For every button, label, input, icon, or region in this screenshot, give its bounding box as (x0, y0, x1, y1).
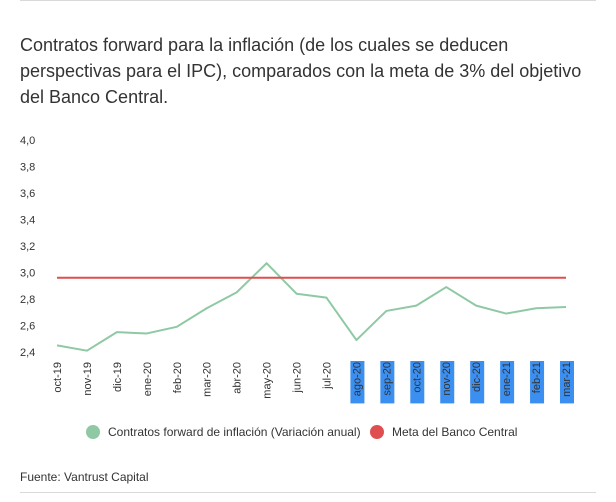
x-tick: nov-19 (82, 362, 94, 396)
x-tick-label: mar-21 (561, 362, 573, 397)
x-tick: sep-20 (380, 361, 395, 404)
x-tick-label: oct-19 (52, 362, 64, 393)
y-tick-label: 3,6 (20, 188, 35, 200)
x-tick-highlight (440, 361, 455, 404)
x-tick: oct-19 (52, 362, 64, 393)
x-tick-label: dic-19 (112, 362, 124, 392)
x-tick: feb-21 (530, 361, 545, 404)
y-tick-label: 2,8 (20, 294, 35, 306)
x-tick: dic-20 (470, 361, 485, 404)
x-tick-highlight (350, 361, 365, 404)
x-tick-label: may-20 (262, 362, 274, 399)
top-rule (20, 0, 596, 1)
x-tick-label: mar-20 (202, 362, 214, 397)
x-tick-label: nov-20 (441, 362, 453, 396)
x-tick-highlight (410, 361, 425, 404)
x-tick-label: ene-21 (501, 362, 513, 396)
x-tick: mar-20 (202, 362, 214, 397)
y-tick-label: 3,0 (20, 268, 35, 280)
x-tick-label: feb-21 (531, 362, 543, 393)
x-tick-label: jul-20 (321, 362, 333, 390)
x-tick-label: nov-19 (82, 362, 94, 396)
legend-swatch-forward (86, 425, 100, 439)
series-line-forward (56, 262, 567, 352)
x-tick-highlight (470, 361, 485, 404)
y-tick-label: 2,4 (20, 347, 35, 359)
x-tick: feb-20 (172, 362, 184, 393)
source-note: Fuente: Vantrust Capital (20, 470, 149, 484)
y-tick-label: 3,8 (20, 162, 35, 174)
y-tick-label: 3,2 (20, 241, 35, 253)
x-tick: oct-20 (410, 361, 425, 404)
x-tick: ene-20 (142, 362, 154, 396)
bottom-rule (20, 492, 596, 493)
x-tick-highlight (560, 361, 574, 404)
x-tick-label: ago-20 (351, 362, 363, 396)
line-chart: 2,4 2,6 2,8 3,0 3,2 3,4 3,6 3,8 4,0 oct-19 nov-19 d… (20, 135, 574, 404)
legend-swatch-target (370, 425, 384, 439)
chart-title: Contratos forward para la inflación (de … (20, 35, 582, 107)
x-tick: ene-21 (500, 361, 515, 404)
x-tick-label: oct-20 (411, 362, 423, 393)
x-tick-label: ene-20 (142, 362, 154, 396)
x-tick: nov-20 (440, 361, 455, 404)
y-tick-label: 2,6 (20, 321, 35, 333)
x-tick: dic-19 (112, 362, 124, 392)
x-tick: jun-20 (292, 362, 304, 394)
x-tick-highlight (500, 361, 515, 404)
legend-item-forward: Contratos forward de inflación (Variació… (86, 425, 361, 439)
x-tick-label: jun-20 (292, 362, 304, 394)
x-tick-highlight (380, 361, 395, 404)
legend: Contratos forward de inflación (Variació… (0, 425, 616, 441)
x-tick-highlight (530, 361, 545, 404)
legend-item-target: Meta del Banco Central (370, 425, 517, 439)
x-tick-label: dic-20 (471, 362, 483, 392)
x-tick-label: abr-20 (232, 362, 244, 394)
y-tick-label: 3,4 (20, 215, 35, 227)
x-tick: mar-21 (560, 361, 574, 404)
x-tick: jul-20 (321, 362, 333, 390)
x-tick: ago-20 (350, 361, 365, 404)
x-tick-label: sep-20 (381, 362, 393, 396)
legend-label-target: Meta del Banco Central (392, 425, 518, 439)
x-tick: may-20 (262, 362, 274, 399)
x-tick: abr-20 (232, 362, 244, 394)
y-tick-label: 4,0 (20, 135, 35, 147)
legend-label-forward: Contratos forward de inflación (Variació… (108, 425, 361, 439)
x-tick-label: feb-20 (172, 362, 184, 393)
